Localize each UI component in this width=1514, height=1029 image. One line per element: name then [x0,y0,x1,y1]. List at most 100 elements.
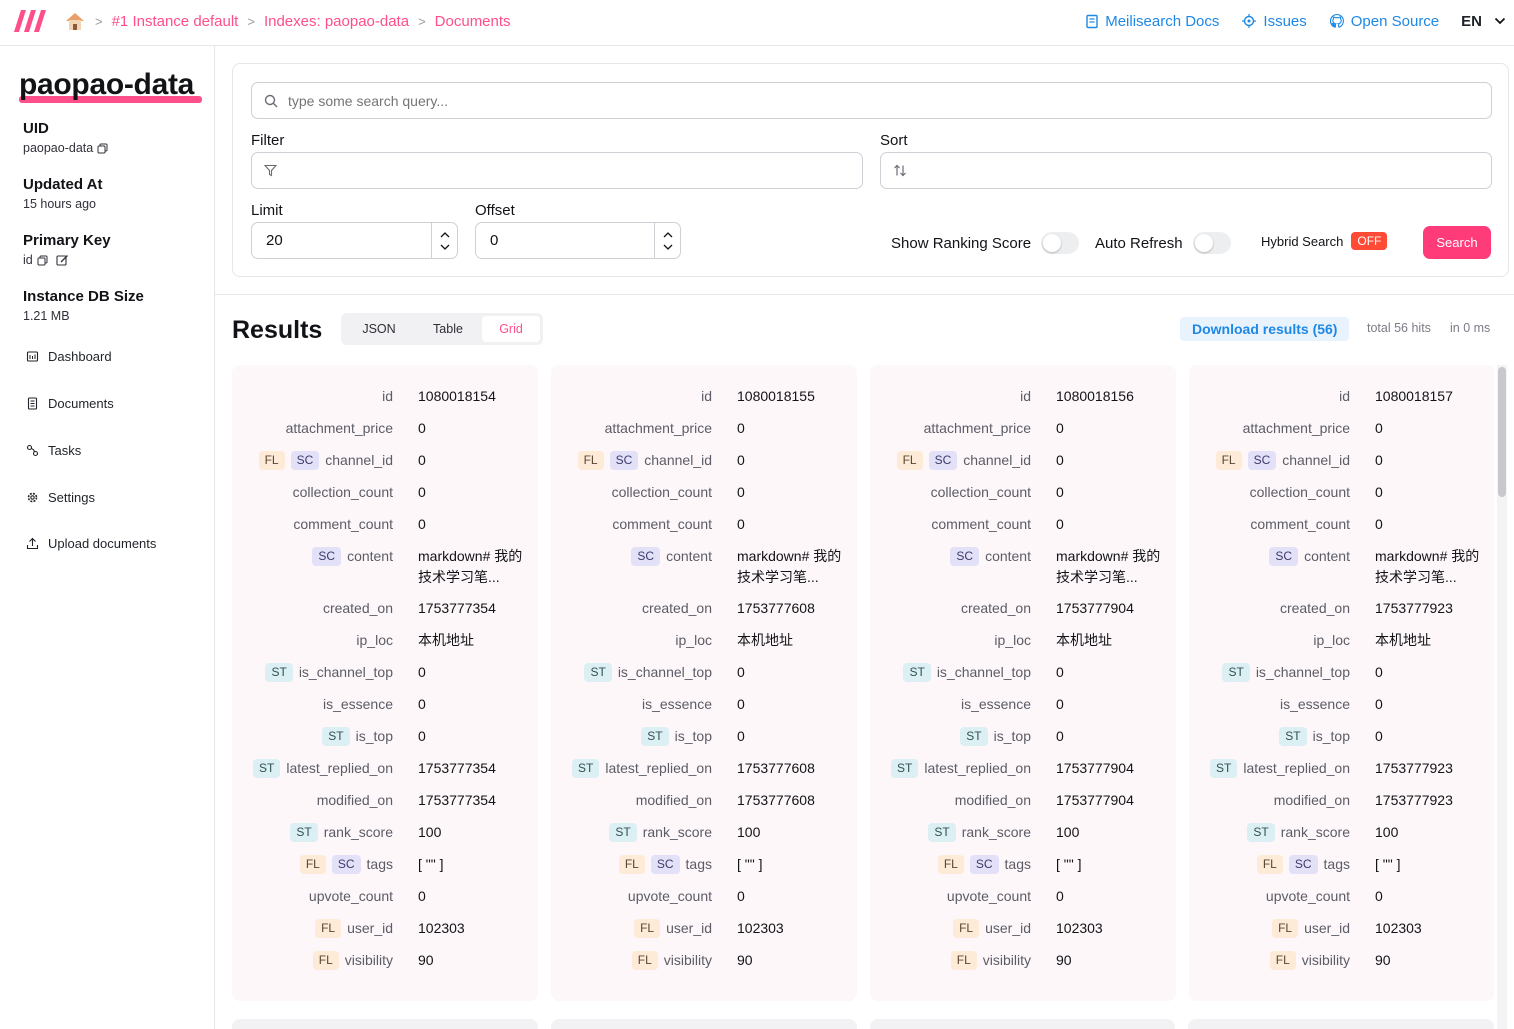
auto-refresh-label: Auto Refresh [1095,234,1183,252]
sidebar-item-dashboard[interactable]: Dashboard [26,349,112,364]
field-value: 0 [737,888,745,904]
edit-icon[interactable] [56,254,69,267]
offset-stepper[interactable] [654,223,680,258]
field-key-label: comment_count [612,516,712,532]
scrollbar-thumb[interactable] [1498,367,1506,497]
chevron-down-icon[interactable] [440,244,450,250]
document-field-row: modified_on 1753777904 [870,790,1176,822]
chevron-down-icon[interactable] [663,244,673,250]
field-key: attachment_price [605,418,712,438]
document-field-row: collection_count 0 [551,482,857,514]
scrollbar[interactable] [1497,365,1507,1029]
breadcrumb-page[interactable]: Documents [434,12,511,30]
limit-input[interactable]: 20 [251,222,458,259]
copy-icon[interactable] [37,255,48,266]
field-key: ST rank_score [290,822,393,842]
limit-stepper[interactable] [431,223,457,258]
field-value: 0 [737,516,745,532]
chevron-up-icon[interactable] [663,231,673,238]
field-key: is_essence [961,694,1031,714]
field-key-label: rank_score [961,824,1031,840]
issues-link[interactable]: Issues [1241,13,1307,30]
field-key: id [1339,386,1350,406]
tasks-icon [26,444,39,457]
db-size-value: 1.21 MB [23,309,70,323]
docs-link[interactable]: Meilisearch Docs [1085,13,1219,30]
field-key: FL SC tags [1256,854,1350,874]
field-key: id [1020,386,1031,406]
document-field-row: ST is_top 0 [1189,726,1494,758]
hybrid-search-toggle[interactable]: Hybrid Search OFF [1261,232,1388,250]
field-key: created_on [642,598,712,618]
breadcrumb: > #1 Instance default > Indexes: paopao-… [64,10,511,32]
document-field-row: ST is_channel_top 0 [870,662,1176,694]
field-key: ST rank_score [609,822,712,842]
search-panel: Filter Sort Limit 20 Offset 0 Show Ranki… [232,63,1509,277]
document-field-row: attachment_price 0 [551,418,857,450]
search-button[interactable]: Search [1423,226,1491,259]
document-field-row: FL SC channel_id 0 [1189,450,1494,482]
card-top-edge [1188,1019,1494,1029]
updated-section: Updated At 15 hours ago [23,176,102,211]
field-key-label: ip_loc [994,632,1031,648]
hybrid-search-state-badge[interactable]: OFF [1351,232,1388,250]
filter-input[interactable] [251,152,863,189]
breadcrumb-index[interactable]: Indexes: paopao-data [263,12,410,30]
field-key-label: user_id [666,920,712,936]
document-field-row: comment_count 0 [1189,514,1494,546]
offset-input[interactable]: 0 [475,222,681,259]
field-value: 0 [418,888,426,904]
field-value: 102303 [1375,920,1422,936]
language-select[interactable]: EN [1461,13,1506,30]
field-value: 0 [737,664,745,680]
primary-key-label: Primary Key [23,232,111,249]
download-results-button[interactable]: Download results (56) [1180,317,1350,341]
sort-input[interactable] [880,152,1492,189]
field-key-label: visibility [1301,952,1350,968]
show-ranking-score-switch[interactable] [1041,232,1080,254]
field-key-label: modified_on [954,792,1031,808]
field-value: 0 [1375,452,1383,468]
field-key: collection_count [293,482,393,502]
tab-grid[interactable]: Grid [482,316,540,342]
field-value: 本机地址 [1056,632,1112,648]
field-key-label: is_channel_top [617,664,712,680]
search-input[interactable] [288,92,1438,109]
meilisearch-logo-icon[interactable] [14,10,48,32]
sidebar-item-settings[interactable]: Settings [26,490,95,505]
breadcrumb-instance[interactable]: #1 Instance default [111,12,239,30]
document-field-row: FL visibility 90 [551,950,857,982]
document-field-row: comment_count 0 [551,514,857,546]
field-key-label: created_on [1279,600,1350,616]
field-key-label: collection_count [292,484,393,500]
field-value: 0 [418,484,426,500]
field-key-label: id [701,388,712,404]
sidebar-item-tasks[interactable]: Tasks [26,443,81,458]
auto-refresh-toggle[interactable]: Auto Refresh [1095,232,1231,254]
sidebar-item-documents[interactable]: Documents [26,396,114,411]
home-icon[interactable] [64,10,86,32]
field-key: ST is_channel_top [265,662,393,682]
field-key: FL visibility [631,950,712,970]
sidebar-item-upload-documents[interactable]: Upload documents [26,536,156,551]
limit-value: 20 [266,232,283,249]
field-key-label: latest_replied_on [605,760,712,776]
field-value: 0 [1375,484,1383,500]
field-badge-sc: SC [650,854,680,874]
field-key: created_on [1280,598,1350,618]
field-badge-sc: SC [969,854,999,874]
field-badge-fl: FL [577,450,604,470]
document-field-row: id 1080018156 [870,386,1176,418]
uid-label: UID [23,120,49,137]
auto-refresh-switch[interactable] [1192,232,1231,254]
field-badge-sc: SC [609,450,639,470]
field-value: 90 [418,952,434,968]
copy-icon[interactable] [97,143,108,154]
tab-table[interactable]: Table [433,322,463,336]
tab-json[interactable]: JSON [362,322,396,336]
show-ranking-score-toggle[interactable]: Show Ranking Score [891,232,1080,254]
opensource-link[interactable]: Open Source [1329,13,1439,30]
document-field-row: modified_on 1753777608 [551,790,857,822]
chevron-up-icon[interactable] [440,231,450,238]
field-key-label: content [666,548,712,564]
